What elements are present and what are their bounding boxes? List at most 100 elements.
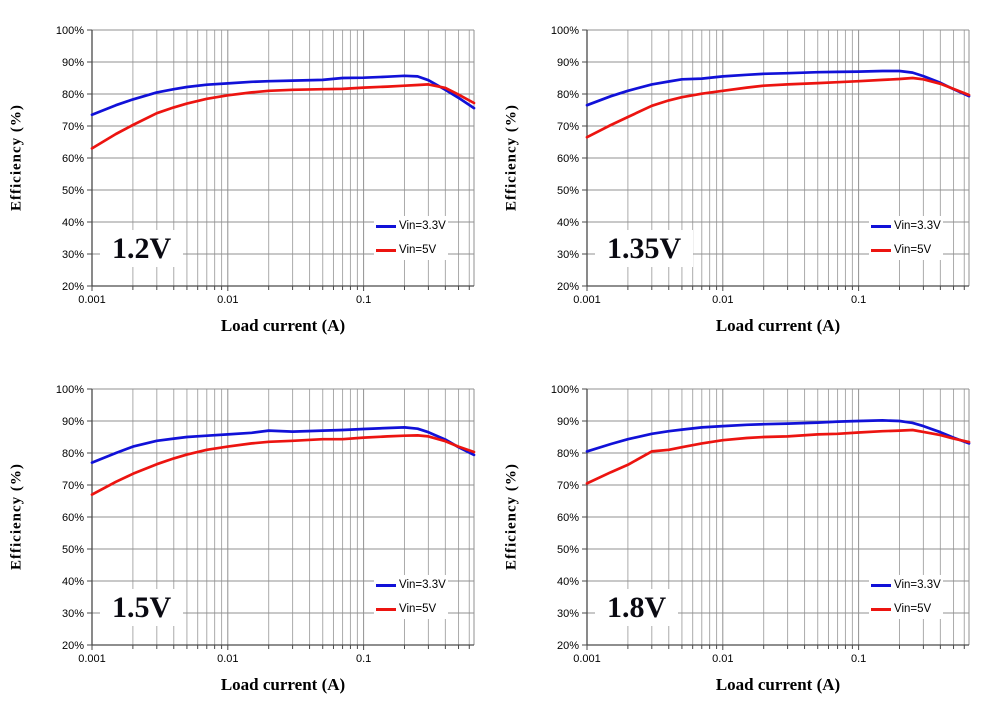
series-line-vin-5v [90, 434, 476, 496]
x-tick-label: 0.1 [356, 294, 371, 306]
y-axis-title: Efficiency (%) [8, 463, 25, 571]
y-tick-label: 40% [62, 576, 84, 588]
y-tick-label: 60% [557, 153, 579, 165]
series-line-vin-3-3v [585, 69, 971, 107]
legend-item: Vin=3.3V [871, 220, 941, 232]
legend-label: Vin=3.3V [399, 220, 446, 232]
plot-area-1-35v: 20% 30% 40% 50% 60% 70% 80% 90% 100% 0.001 0.01 0.1 [551, 25, 971, 306]
legend-line-red [871, 607, 891, 611]
y-tick-label: 20% [62, 640, 84, 652]
legend-item: Vin=5V [871, 603, 941, 615]
y-tick-label: 50% [62, 185, 84, 197]
legend-item: Vin=3.3V [376, 579, 446, 591]
chart-panel-1-35v: 20% 30% 40% 50% 60% 70% 80% 90% 100% 0.001 0.01 0.1… [495, 0, 990, 359]
legend-line-red [376, 248, 396, 252]
y-tick-label: 90% [557, 416, 579, 428]
series-line-vin-5v [585, 428, 971, 485]
panel-voltage-label: 1.8V [595, 589, 679, 626]
x-tick-label: 0.001 [573, 294, 601, 306]
y-tick-label: 30% [62, 249, 84, 261]
y-tick-label: 70% [557, 480, 579, 492]
y-tick-label: 50% [62, 544, 84, 556]
legend-label: Vin=5V [894, 603, 932, 615]
chart-panel-1-2v: 20% 30% 40% 50% 60% 70% 80% 90% 100% 0.001 0.01 0.1… [0, 0, 495, 359]
panel-voltage-label: 1.2V [100, 230, 184, 267]
y-tick-label: 70% [62, 121, 84, 133]
y-tick-label: 60% [62, 512, 84, 524]
legend-label: Vin=5V [894, 244, 932, 256]
plot-area-1-2v: 20% 30% 40% 50% 60% 70% 80% 90% 100% 0.001 0.01 0.1 [56, 25, 476, 306]
y-tick-label: 100% [551, 384, 579, 396]
y-tick-label: 30% [557, 249, 579, 261]
x-axis-title: Load current (A) [220, 675, 346, 694]
y-tick-label: 100% [56, 25, 84, 37]
x-tick-label: 0.1 [356, 653, 371, 665]
x-tick-label: 0.001 [78, 653, 106, 665]
y-tick-label: 80% [62, 89, 84, 101]
x-axis-title: Load current (A) [220, 316, 346, 335]
legend-label: Vin=3.3V [894, 579, 941, 591]
legend-item: Vin=5V [376, 244, 446, 256]
y-tick-label: 90% [62, 57, 84, 69]
y-tick-label: 70% [557, 121, 579, 133]
y-tick-label: 80% [62, 448, 84, 460]
y-tick-label: 100% [56, 384, 84, 396]
x-axis-title: Load current (A) [715, 675, 841, 694]
legend-line-blue [376, 224, 396, 228]
chart-panel-1-8v: 20% 30% 40% 50% 60% 70% 80% 90% 100% 0.001 0.01 0.1… [495, 359, 990, 718]
y-tick-label: 50% [557, 185, 579, 197]
legend-line-blue [871, 583, 891, 587]
y-tick-label: 40% [62, 217, 84, 229]
series-line-vin-5v [90, 83, 476, 150]
y-tick-label: 60% [557, 512, 579, 524]
y-tick-label: 80% [557, 89, 579, 101]
y-tick-label: 80% [557, 448, 579, 460]
legend-label: Vin=5V [399, 244, 437, 256]
plot-area-1-8v: 20% 30% 40% 50% 60% 70% 80% 90% 100% 0.001 0.01 0.1 [551, 384, 971, 665]
legend: Vin=3.3V Vin=5V [374, 575, 448, 619]
x-axis-title: Load current (A) [715, 316, 841, 335]
series-line-vin-5v [585, 76, 971, 139]
y-axis-title: Efficiency (%) [8, 104, 25, 212]
legend-line-blue [871, 224, 891, 228]
legend-line-red [376, 607, 396, 611]
panel-voltage-label: 1.5V [100, 589, 184, 626]
legend-label: Vin=3.3V [399, 579, 446, 591]
y-tick-label: 50% [557, 544, 579, 556]
x-tick-label: 0.01 [217, 294, 238, 306]
x-tick-label: 0.01 [712, 294, 733, 306]
y-tick-label: 60% [62, 153, 84, 165]
y-tick-label: 20% [62, 281, 84, 293]
x-tick-label: 0.1 [851, 294, 866, 306]
y-tick-label: 90% [557, 57, 579, 69]
panel-voltage-label: 1.35V [595, 230, 694, 267]
legend: Vin=3.3V Vin=5V [869, 575, 943, 619]
legend-item: Vin=5V [376, 603, 446, 615]
legend-label: Vin=5V [399, 603, 437, 615]
y-tick-label: 20% [557, 640, 579, 652]
y-tick-label: 70% [62, 480, 84, 492]
y-tick-label: 40% [557, 576, 579, 588]
series-line-vin-3-3v [90, 74, 476, 117]
x-tick-label: 0.01 [712, 653, 733, 665]
chart-panel-1-5v: 20% 30% 40% 50% 60% 70% 80% 90% 100% 0.001 0.01 0.1… [0, 359, 495, 718]
y-tick-label: 100% [551, 25, 579, 37]
y-tick-label: 20% [557, 281, 579, 293]
x-tick-label: 0.1 [851, 653, 866, 665]
legend-item: Vin=3.3V [376, 220, 446, 232]
x-tick-label: 0.001 [573, 653, 601, 665]
legend-line-red [871, 248, 891, 252]
y-tick-label: 40% [557, 217, 579, 229]
legend-label: Vin=3.3V [894, 220, 941, 232]
x-tick-label: 0.01 [217, 653, 238, 665]
plot-area-1-5v: 20% 30% 40% 50% 60% 70% 80% 90% 100% 0.001 0.01 0.1 [56, 384, 476, 665]
legend: Vin=3.3V Vin=5V [869, 216, 943, 260]
y-tick-label: 30% [557, 608, 579, 620]
y-axis-title: Efficiency (%) [503, 104, 520, 212]
legend: Vin=3.3V Vin=5V [374, 216, 448, 260]
series-line-vin-3-3v [90, 426, 476, 464]
x-tick-label: 0.001 [78, 294, 106, 306]
legend-item: Vin=3.3V [871, 579, 941, 591]
y-tick-label: 30% [62, 608, 84, 620]
